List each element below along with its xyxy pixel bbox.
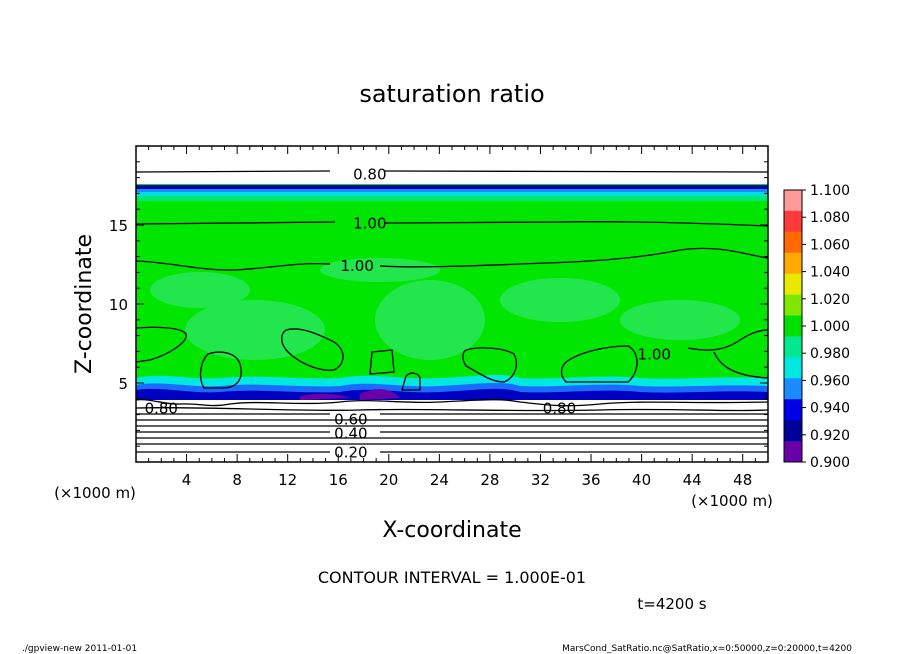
plot-area bbox=[136, 146, 768, 462]
x-tick-label: 40 bbox=[632, 471, 651, 489]
colorbar-swatch bbox=[784, 190, 802, 212]
colorbar-label: 0.940 bbox=[810, 401, 850, 417]
top-band-mint bbox=[136, 196, 768, 201]
lower-band-dark bbox=[136, 388, 768, 400]
x-tick-label: 4 bbox=[182, 471, 192, 489]
x-tick-label: 24 bbox=[430, 471, 449, 489]
x-tick-label: 20 bbox=[379, 471, 398, 489]
colorbar-swatch bbox=[784, 420, 802, 442]
top-band-dark bbox=[136, 185, 768, 189]
footer-left: ./gpview-new 2011-01-01 bbox=[22, 644, 137, 654]
colorbar-swatch bbox=[784, 210, 802, 233]
colorbar-label: 1.000 bbox=[810, 319, 850, 335]
time-label: t=4200 s bbox=[637, 595, 706, 613]
colorbar-label: 1.060 bbox=[810, 237, 850, 253]
contour-label: 0.80 bbox=[145, 399, 178, 417]
contour-label: 0.20 bbox=[334, 444, 367, 462]
x-tick-label: 12 bbox=[278, 471, 297, 489]
x-tick-label: 36 bbox=[581, 471, 600, 489]
x-tick-label: 48 bbox=[733, 471, 752, 489]
colorbar: 1.100 1.080 1.060 1.040 1.020 1.000 0.980 0.960… bbox=[783, 183, 850, 471]
footer-right: MarsCond_SatRatio.nc@SatRatio,x=0:50000,… bbox=[562, 644, 852, 654]
y-tick-label: 10 bbox=[109, 296, 128, 314]
colorbar-label: 1.100 bbox=[810, 183, 850, 199]
mint-patches bbox=[150, 258, 740, 360]
colorbar-label: 0.980 bbox=[810, 346, 850, 362]
contour-labels: 0.80 1.00 1.00 1.00 0.80 0.80 0.600.400.20 bbox=[145, 165, 671, 462]
colorbar-label: 1.020 bbox=[810, 292, 850, 308]
colorbar-swatch bbox=[784, 441, 802, 463]
colorbar-label: 0.900 bbox=[810, 455, 850, 471]
x-tick-label: 16 bbox=[329, 471, 348, 489]
lower-band-purple bbox=[300, 389, 400, 400]
x-tick-label: 32 bbox=[531, 471, 550, 489]
colorbar-swatch bbox=[784, 315, 802, 337]
contour-label: 0.80 bbox=[543, 399, 576, 417]
x-tick-label: 28 bbox=[480, 471, 499, 489]
x-unit-left: (×1000 m) bbox=[54, 484, 136, 502]
x-tick-label: 8 bbox=[232, 471, 242, 489]
contour-lines bbox=[136, 170, 768, 453]
contour-label: 1.00 bbox=[353, 214, 386, 232]
contour-label: 0.80 bbox=[353, 165, 386, 183]
top-band-blue bbox=[136, 189, 768, 192]
colorbar-swatch bbox=[784, 357, 802, 379]
colorbar-label: 1.080 bbox=[810, 210, 850, 226]
contour-label: 0.60 bbox=[334, 410, 367, 428]
x-axis-label: X-coordinate bbox=[382, 518, 521, 543]
x-unit-right: (×1000 m) bbox=[691, 492, 773, 510]
colorbar-label: 0.920 bbox=[810, 428, 850, 444]
y-axis-label: Z-coordinate bbox=[72, 234, 97, 374]
contour-interval-note: CONTOUR INTERVAL = 1.000E-01 bbox=[318, 568, 586, 587]
colorbar-swatch bbox=[784, 336, 802, 358]
colorbar-swatch bbox=[784, 399, 802, 421]
chart-title: saturation ratio bbox=[359, 80, 544, 108]
contour-label: 1.00 bbox=[638, 346, 671, 364]
colorbar-swatch bbox=[784, 252, 802, 275]
contour-label: 1.00 bbox=[340, 257, 373, 275]
x-tick-label: 44 bbox=[683, 471, 702, 489]
colorbar-label: 1.040 bbox=[810, 265, 850, 281]
colorbar-swatch bbox=[784, 231, 802, 254]
colorbar-swatch bbox=[784, 273, 802, 296]
y-tick-label: 15 bbox=[109, 217, 128, 235]
colorbar-swatch bbox=[784, 294, 802, 317]
contour-label: 0.40 bbox=[334, 425, 367, 443]
y-axis: 5 10 15 bbox=[109, 161, 768, 447]
colorbar-swatch bbox=[784, 378, 802, 400]
colorbar-label: 0.960 bbox=[810, 373, 850, 389]
x-axis: 4 8 12 16 20 24 28 32 36 40 44 48 bbox=[148, 146, 756, 489]
top-band-cyan bbox=[136, 192, 768, 196]
y-tick-label: 5 bbox=[118, 375, 128, 393]
